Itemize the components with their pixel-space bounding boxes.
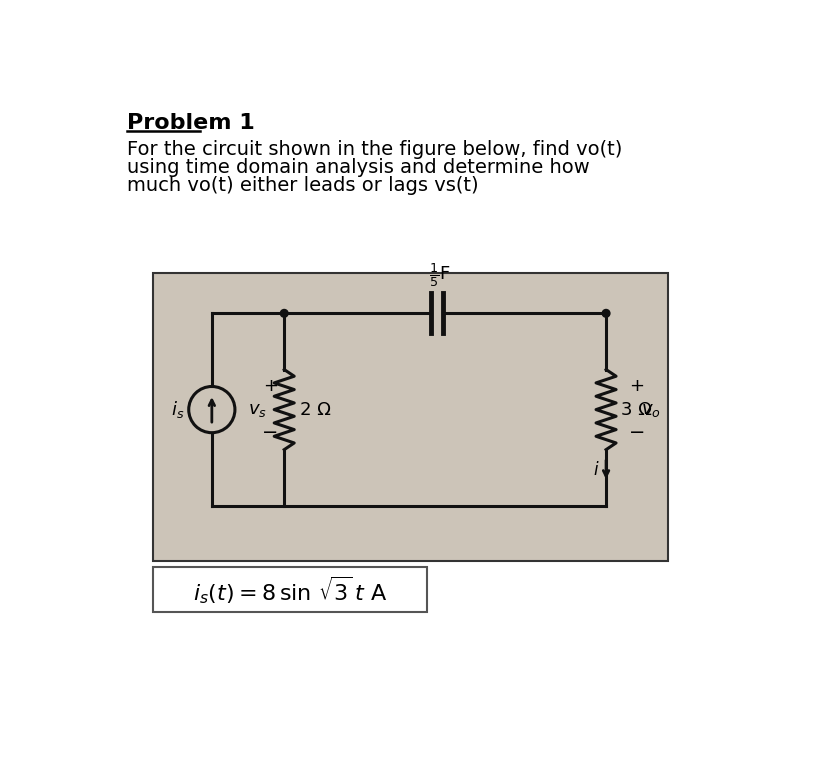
Text: much vo(t) either leads or lags vs(t): much vo(t) either leads or lags vs(t) <box>127 175 478 195</box>
Text: $\frac{1}{5}$F: $\frac{1}{5}$F <box>428 261 450 289</box>
Text: $v_o$: $v_o$ <box>640 400 660 418</box>
Text: 2 Ω: 2 Ω <box>299 400 330 418</box>
Text: +: + <box>629 377 643 396</box>
Text: −: − <box>628 423 644 442</box>
Text: −: − <box>262 423 278 442</box>
Text: $v_s$: $v_s$ <box>247 400 266 418</box>
Text: using time domain analysis and determine how: using time domain analysis and determine… <box>127 158 589 177</box>
FancyBboxPatch shape <box>153 567 426 612</box>
Text: Problem 1: Problem 1 <box>127 113 255 133</box>
Text: 3 Ω: 3 Ω <box>621 400 652 418</box>
FancyBboxPatch shape <box>153 272 667 561</box>
Text: $i_s$: $i_s$ <box>171 399 184 420</box>
Text: i: i <box>592 461 597 479</box>
Text: $i_s(t) = 8\,\sin\,\sqrt{3}\,t\ \mathrm{A}$: $i_s(t) = 8\,\sin\,\sqrt{3}\,t\ \mathrm{… <box>193 573 387 606</box>
Circle shape <box>280 310 288 317</box>
Circle shape <box>601 310 609 317</box>
Text: +: + <box>262 377 278 396</box>
Text: For the circuit shown in the figure below, find vo(t): For the circuit shown in the figure belo… <box>127 140 622 159</box>
